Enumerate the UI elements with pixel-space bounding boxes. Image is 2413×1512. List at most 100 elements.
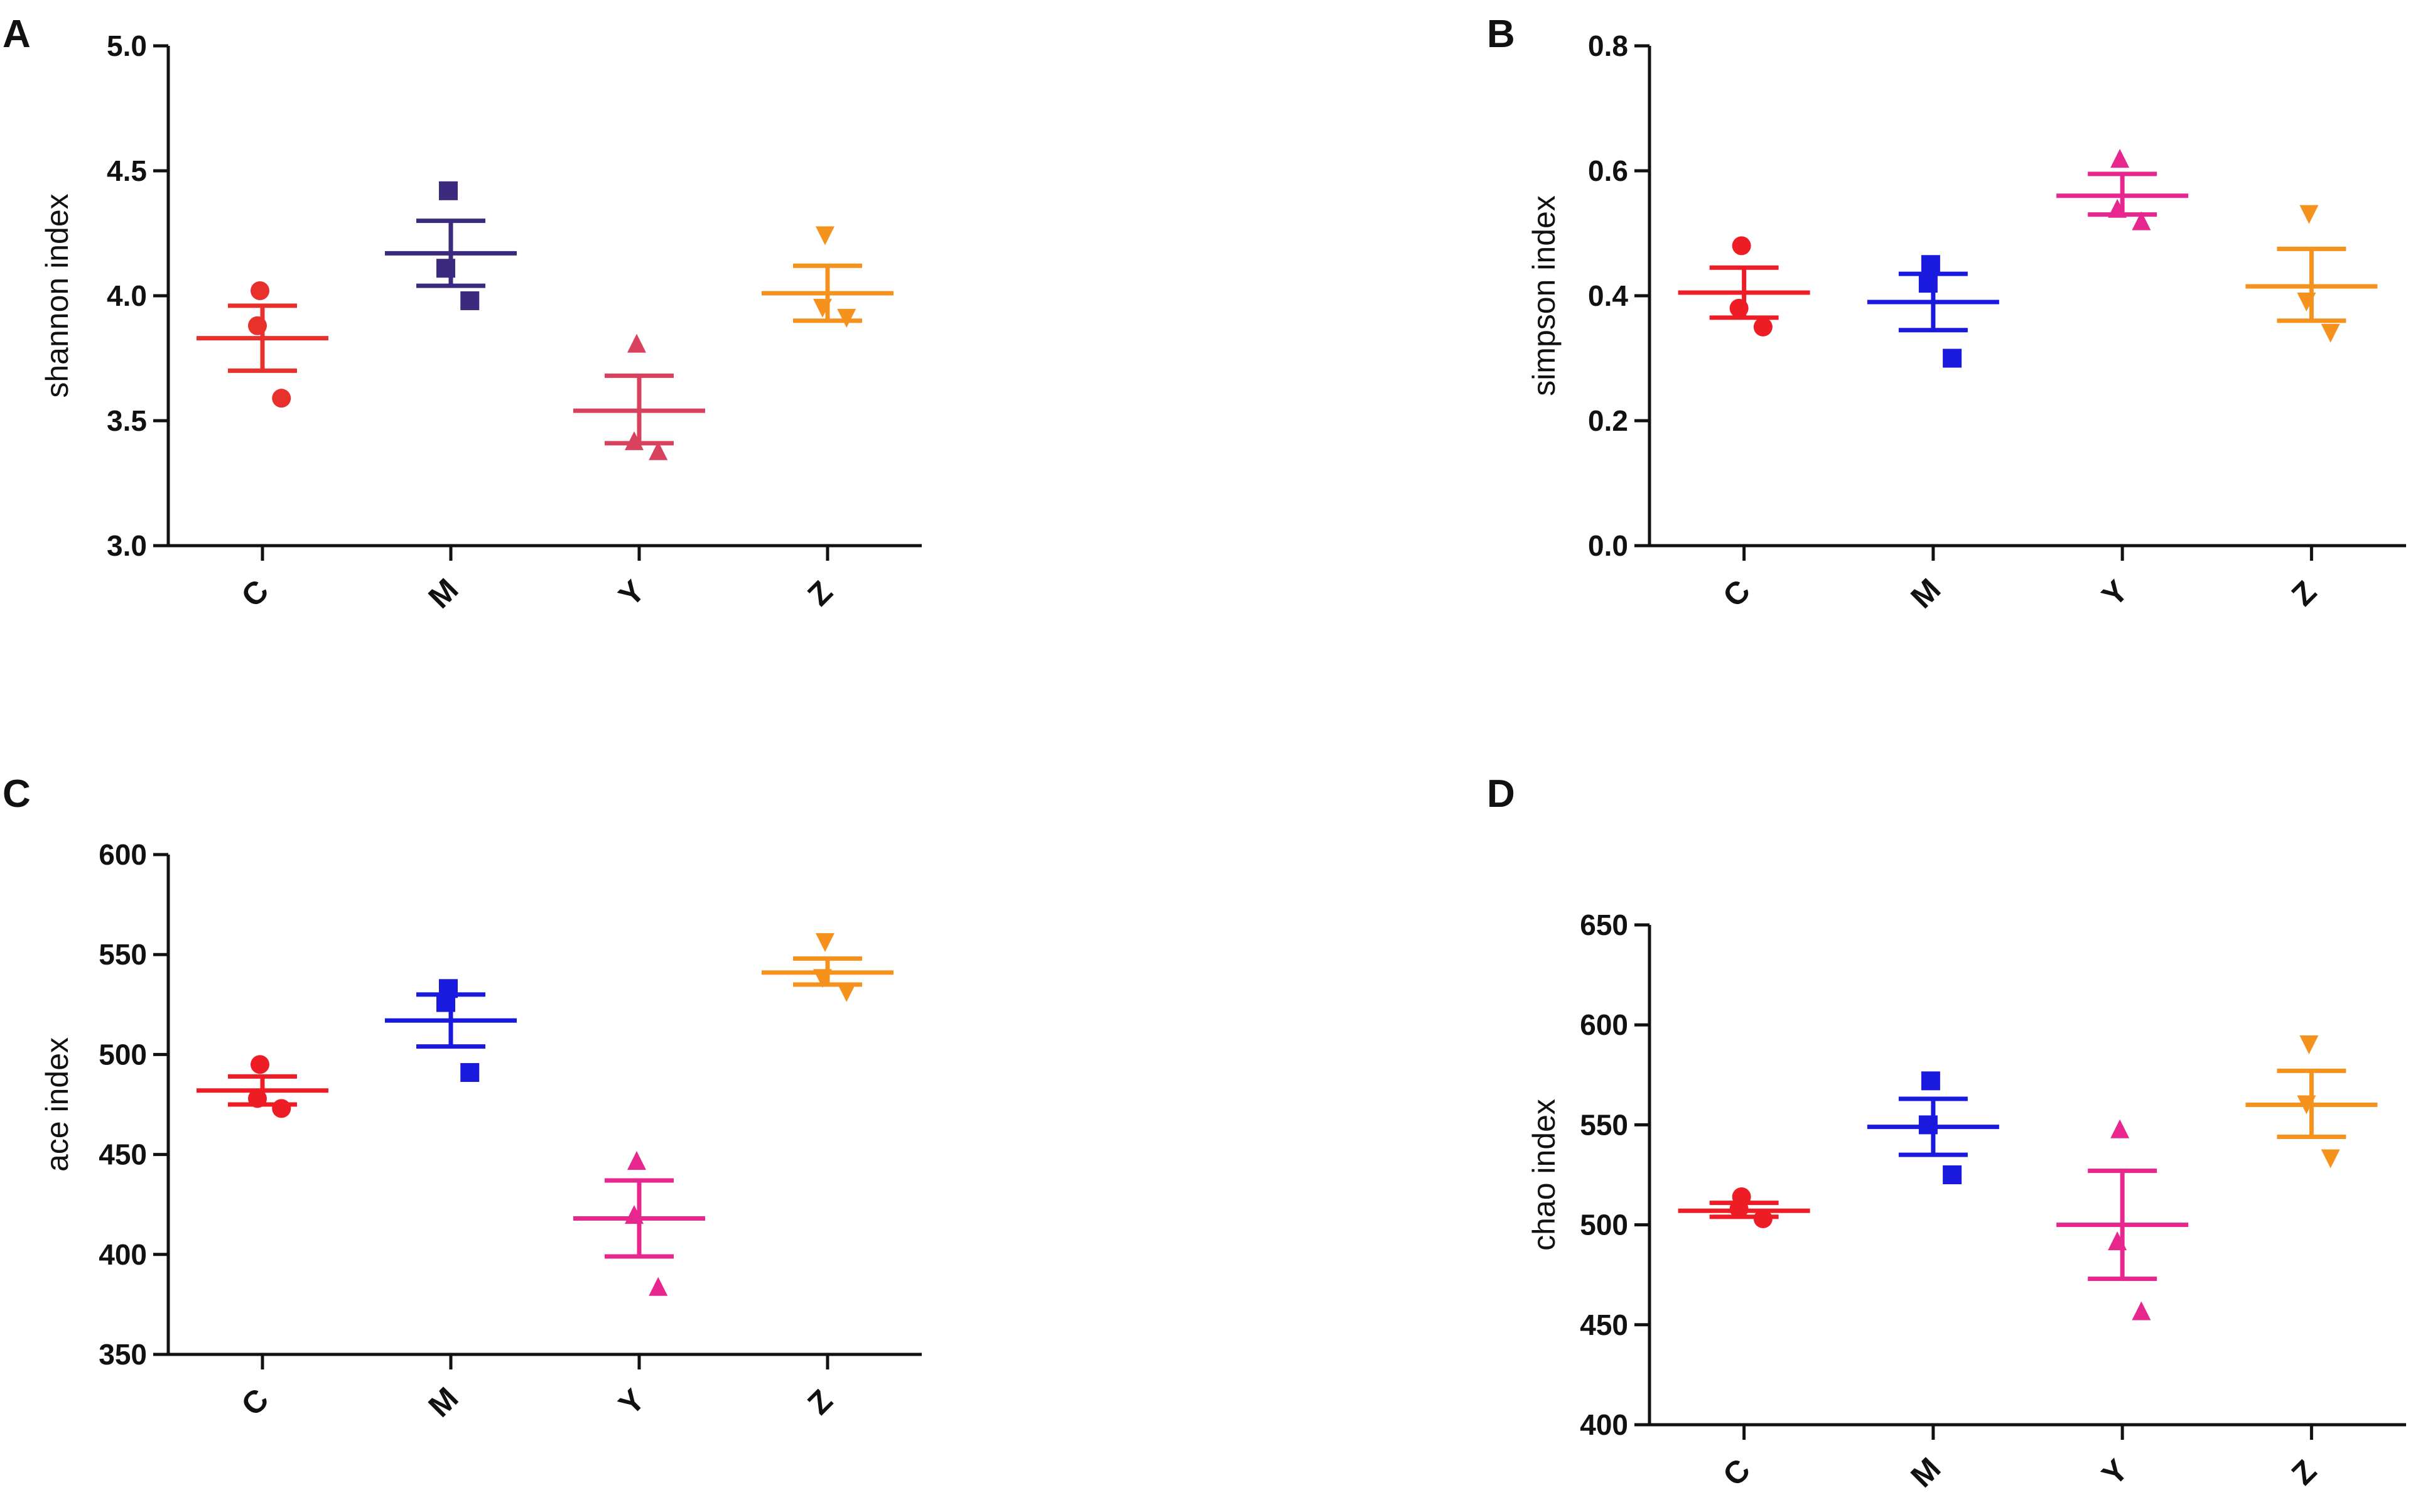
panel-c: C ace index 350 400 450 500 550 600 C M Y Z xyxy=(3,772,922,1424)
data-point xyxy=(1921,1071,1940,1091)
panel-a-y-tick-label: 4.5 xyxy=(107,154,147,187)
data-point xyxy=(2110,1119,2130,1138)
panel-b-series-m xyxy=(1867,255,1999,368)
data-point xyxy=(2132,1301,2151,1320)
panel-a-marks xyxy=(197,181,893,460)
data-point xyxy=(460,1063,480,1083)
panel-c-series-y xyxy=(573,1151,705,1296)
data-point xyxy=(1729,1199,1749,1219)
panel-a-y-tick-label: 5.0 xyxy=(107,30,147,62)
panel-a-category-label: M xyxy=(421,571,465,615)
panel-b-series-c xyxy=(1678,236,1810,337)
panel-d-category-label: C xyxy=(1716,1452,1757,1493)
panel-a-category-label: Y xyxy=(612,573,651,613)
panel-a-y-axis-title: shannon index xyxy=(40,193,75,397)
data-point xyxy=(1918,274,1938,293)
panel-b-letter: B xyxy=(1487,13,1515,56)
panel-d-y-tick-label: 600 xyxy=(1580,1008,1628,1041)
panel-b-marks xyxy=(1678,149,2378,368)
panel-a-y-tick-label: 3.0 xyxy=(107,529,147,562)
panel-a-category-label: C xyxy=(234,573,275,613)
panel-d-series-y xyxy=(2056,1119,2189,1320)
data-point xyxy=(436,993,455,1012)
panel-c-y-tick-label: 600 xyxy=(99,838,147,871)
data-point xyxy=(627,1151,646,1170)
panel-c-y-tick-label: 500 xyxy=(99,1038,147,1071)
panel-b-y-tick-label: 0.8 xyxy=(1588,30,1628,62)
panel-b-category-label: M xyxy=(1904,571,1947,615)
data-point xyxy=(813,969,832,988)
panel-d-y-tick-label: 550 xyxy=(1580,1108,1628,1141)
panel-c-series-m xyxy=(385,979,517,1083)
data-point xyxy=(816,933,834,953)
data-point xyxy=(436,259,455,278)
panel-a-series-m xyxy=(385,181,517,310)
data-point xyxy=(439,181,458,200)
data-point xyxy=(2108,1231,2127,1251)
panel-d-category-label: Y xyxy=(2095,1452,2135,1492)
data-point xyxy=(837,308,856,328)
panel-b-y-tick-label: 0.4 xyxy=(1588,279,1628,312)
panel-d-series-c xyxy=(1678,1187,1810,1229)
data-point xyxy=(813,298,832,318)
panel-d-y-axis-title: chao index xyxy=(1526,1099,1562,1251)
data-point xyxy=(460,291,480,310)
panel-b-category-label: Y xyxy=(2095,573,2135,613)
data-point xyxy=(1729,298,1749,318)
data-point xyxy=(272,1099,291,1118)
panel-c-y-tick-label: 400 xyxy=(99,1238,147,1271)
data-point xyxy=(2110,149,2130,168)
data-point xyxy=(649,1277,668,1296)
panel-a: A shannon index 3.0 3.5 4.0 4.5 5.0 C M Y Z xyxy=(3,13,922,615)
data-point xyxy=(1732,236,1751,256)
data-point xyxy=(1921,255,1940,274)
data-point xyxy=(2297,1095,2316,1115)
data-point xyxy=(2299,205,2319,224)
data-point xyxy=(1753,1209,1773,1229)
data-point xyxy=(251,1055,269,1074)
panel-c-y-tick-label: 550 xyxy=(99,938,147,971)
panel-b-y-axis-title: simpson index xyxy=(1526,195,1562,396)
data-point xyxy=(1943,348,1962,368)
panel-a-y-tick-label: 3.5 xyxy=(107,404,147,437)
panel-c-marks xyxy=(197,933,893,1296)
panel-d-y-tick-label: 650 xyxy=(1580,909,1628,941)
panel-b-series-z xyxy=(2245,205,2378,343)
data-point xyxy=(2321,1149,2340,1169)
data-point xyxy=(248,316,267,335)
data-point xyxy=(2108,198,2127,218)
panel-a-series-z xyxy=(762,226,893,328)
panel-d-series-m xyxy=(1867,1071,1999,1184)
data-point xyxy=(1753,317,1773,337)
panel-c-y-tick-label: 450 xyxy=(99,1138,147,1171)
data-point xyxy=(837,983,856,1002)
data-point xyxy=(1943,1165,1962,1184)
data-point xyxy=(816,226,834,246)
panel-d-y-ticks: 400 450 500 550 600 650 xyxy=(1580,909,1649,1441)
panel-a-y-tick-label: 4.0 xyxy=(107,279,147,312)
panel-c-category-label: M xyxy=(421,1380,465,1423)
data-point xyxy=(1918,1115,1938,1135)
data-point xyxy=(649,441,668,460)
panel-b-y-tick-label: 0.6 xyxy=(1588,154,1628,187)
data-point xyxy=(2299,1035,2319,1055)
panel-a-category-label: Z xyxy=(801,574,839,612)
panel-c-category-label: Y xyxy=(612,1382,651,1422)
panel-c-y-ticks: 350 400 450 500 550 600 xyxy=(99,838,168,1371)
panel-a-letter: A xyxy=(3,13,31,56)
panel-c-y-tick-label: 350 xyxy=(99,1338,147,1371)
panel-b-series-y xyxy=(2056,149,2189,230)
data-point xyxy=(625,431,644,450)
panel-d-letter: D xyxy=(1487,772,1515,816)
panel-c-series-z xyxy=(762,933,893,1002)
data-point xyxy=(251,281,269,301)
panel-c-category-label: Z xyxy=(801,1383,839,1421)
panel-b-y-ticks: 0.0 0.2 0.4 0.6 0.8 xyxy=(1588,30,1649,562)
panel-b-y-tick-label: 0.0 xyxy=(1588,529,1628,562)
panel-c-y-axis-title: ace index xyxy=(40,1037,75,1172)
panel-d-y-tick-label: 400 xyxy=(1580,1408,1628,1441)
